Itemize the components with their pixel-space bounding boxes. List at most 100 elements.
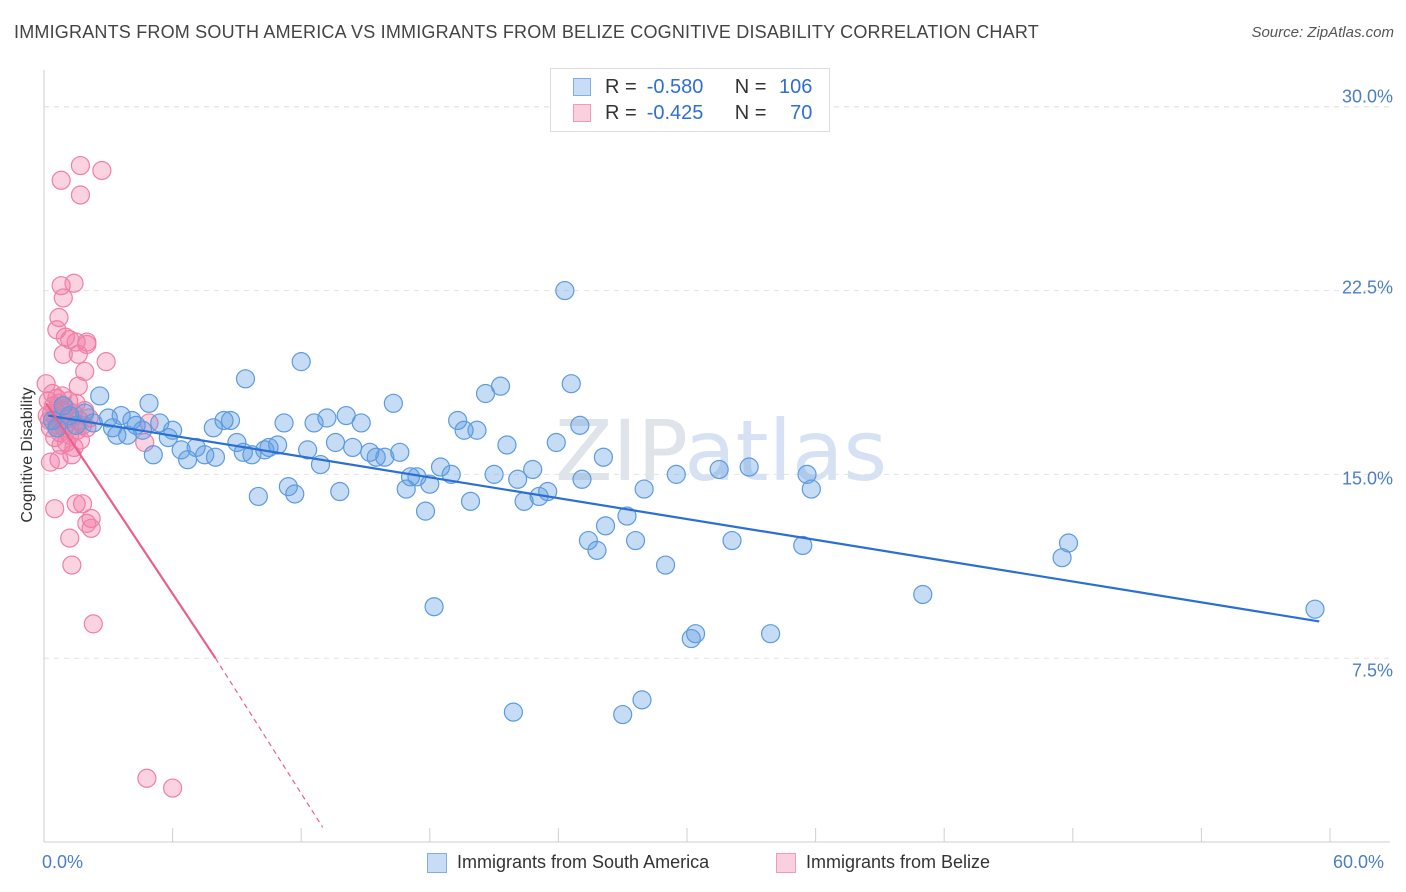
x-tick-label: 60.0% <box>1333 852 1385 872</box>
y-axis-label: Cognitive Disability <box>19 387 36 523</box>
south-america-point <box>90 386 110 406</box>
belize-point <box>49 307 69 328</box>
south-america-point <box>317 408 337 428</box>
belize-point <box>45 499 65 519</box>
series-south-america-points <box>42 280 1325 725</box>
south-america-point <box>593 447 614 467</box>
bottom-legend-item-south-america: Immigrants from South America <box>427 852 709 873</box>
south-america-point <box>793 535 813 556</box>
south-america-point <box>268 435 288 455</box>
south-america-point <box>467 420 487 440</box>
south-america-point <box>248 486 268 507</box>
series-belize-points <box>36 155 183 798</box>
south-america-point <box>570 415 590 435</box>
south-america-point <box>685 624 706 644</box>
south-america-point <box>613 704 633 725</box>
legend-r-value: -0.580 <box>646 75 704 98</box>
y-tick-label: 22.5% <box>1341 277 1393 298</box>
x-tick-label: 0.0% <box>42 852 84 872</box>
south-america-point <box>111 405 131 426</box>
belize-point <box>77 332 97 352</box>
stats-legend: R = -0.580 N = 106 R = -0.425 N = 70 <box>550 68 830 132</box>
south-america-point <box>441 464 461 484</box>
belize-point <box>70 185 91 205</box>
legend-row-south-america: R = -0.580 N = 106 <box>573 75 812 99</box>
south-america-point <box>291 352 311 372</box>
south-america-point <box>278 477 298 497</box>
south-america-point <box>555 280 575 301</box>
belize-point <box>96 352 116 372</box>
belize-point <box>75 361 95 382</box>
belize-point <box>72 494 93 514</box>
y-tick-label: 7.5% <box>1351 660 1393 681</box>
belize-point <box>62 555 82 575</box>
south-america-point <box>666 464 686 484</box>
belize-point <box>92 160 112 181</box>
south-america-point <box>722 530 742 551</box>
south-america-point <box>760 624 781 644</box>
legend-row-belize: R = -0.425 N = 70 <box>573 101 812 125</box>
south-america-point <box>285 484 305 504</box>
south-america-point <box>632 690 652 710</box>
south-america-point <box>400 467 421 487</box>
chart-title: IMMIGRANTS FROM SOUTH AMERICA VS IMMIGRA… <box>14 22 1039 42</box>
south-america-point <box>325 432 346 453</box>
south-america-point <box>304 413 324 433</box>
belize-point <box>53 288 73 308</box>
south-america-point <box>139 393 159 413</box>
south-america-point <box>420 474 440 494</box>
south-america-point <box>497 435 517 455</box>
belize-point <box>64 273 84 293</box>
south-america-point <box>235 369 256 389</box>
south-america-point <box>617 506 637 526</box>
belize-point <box>137 768 157 788</box>
belize-trend-line <box>45 402 217 659</box>
legend-n-label: N = <box>734 101 767 124</box>
south-america-point <box>801 479 821 499</box>
belize-point <box>47 320 67 340</box>
south-america-point <box>739 457 759 477</box>
bottom-legend-swatch-blue <box>427 852 447 873</box>
south-america-point <box>709 459 729 480</box>
south-america-point <box>490 376 511 396</box>
bottom-legend-label: Immigrants from South America <box>457 852 710 872</box>
belize-point <box>66 494 86 514</box>
bottom-legend-label: Immigrants from Belize <box>806 852 991 872</box>
legend-swatch-pink <box>573 104 591 122</box>
south-america-point <box>797 464 817 484</box>
belize-point <box>51 435 71 455</box>
belize-point <box>49 450 69 470</box>
south-america-point <box>375 447 395 467</box>
south-america-point <box>448 410 468 431</box>
south-america-point <box>460 491 481 511</box>
y-tick-label: 15.0% <box>1341 468 1393 489</box>
legend-swatch-blue <box>573 78 591 96</box>
south-america-point <box>572 469 592 489</box>
south-america-point <box>171 440 191 460</box>
south-america-point <box>390 442 410 462</box>
bottom-legend-swatch-pink <box>776 852 796 873</box>
legend-r-label: R = <box>605 75 637 98</box>
south-america-point <box>595 516 616 536</box>
source-label: Source: ZipAtlas.com <box>1251 24 1394 41</box>
bottom-legend-item-belize: Immigrants from Belize <box>776 852 990 873</box>
belize-point <box>51 170 71 190</box>
south-america-point <box>143 445 163 465</box>
south-america-point <box>1058 533 1079 553</box>
south-america-point <box>298 440 318 460</box>
legend-n-label: N = <box>734 75 767 98</box>
south-america-point <box>274 413 294 433</box>
trend-lines <box>45 402 1320 828</box>
y-tick-label: 30.0% <box>1341 86 1393 107</box>
south-america-point <box>424 597 444 617</box>
south-america-point <box>634 479 654 499</box>
belize-trend-extension <box>214 657 324 828</box>
legend-n-value: 106 <box>779 75 813 98</box>
south-america-point <box>587 540 607 560</box>
south-america-point <box>655 555 676 575</box>
south-america-point <box>343 437 363 458</box>
south-america-point <box>503 702 523 722</box>
belize-point <box>60 528 80 548</box>
south-america-point <box>508 469 528 489</box>
